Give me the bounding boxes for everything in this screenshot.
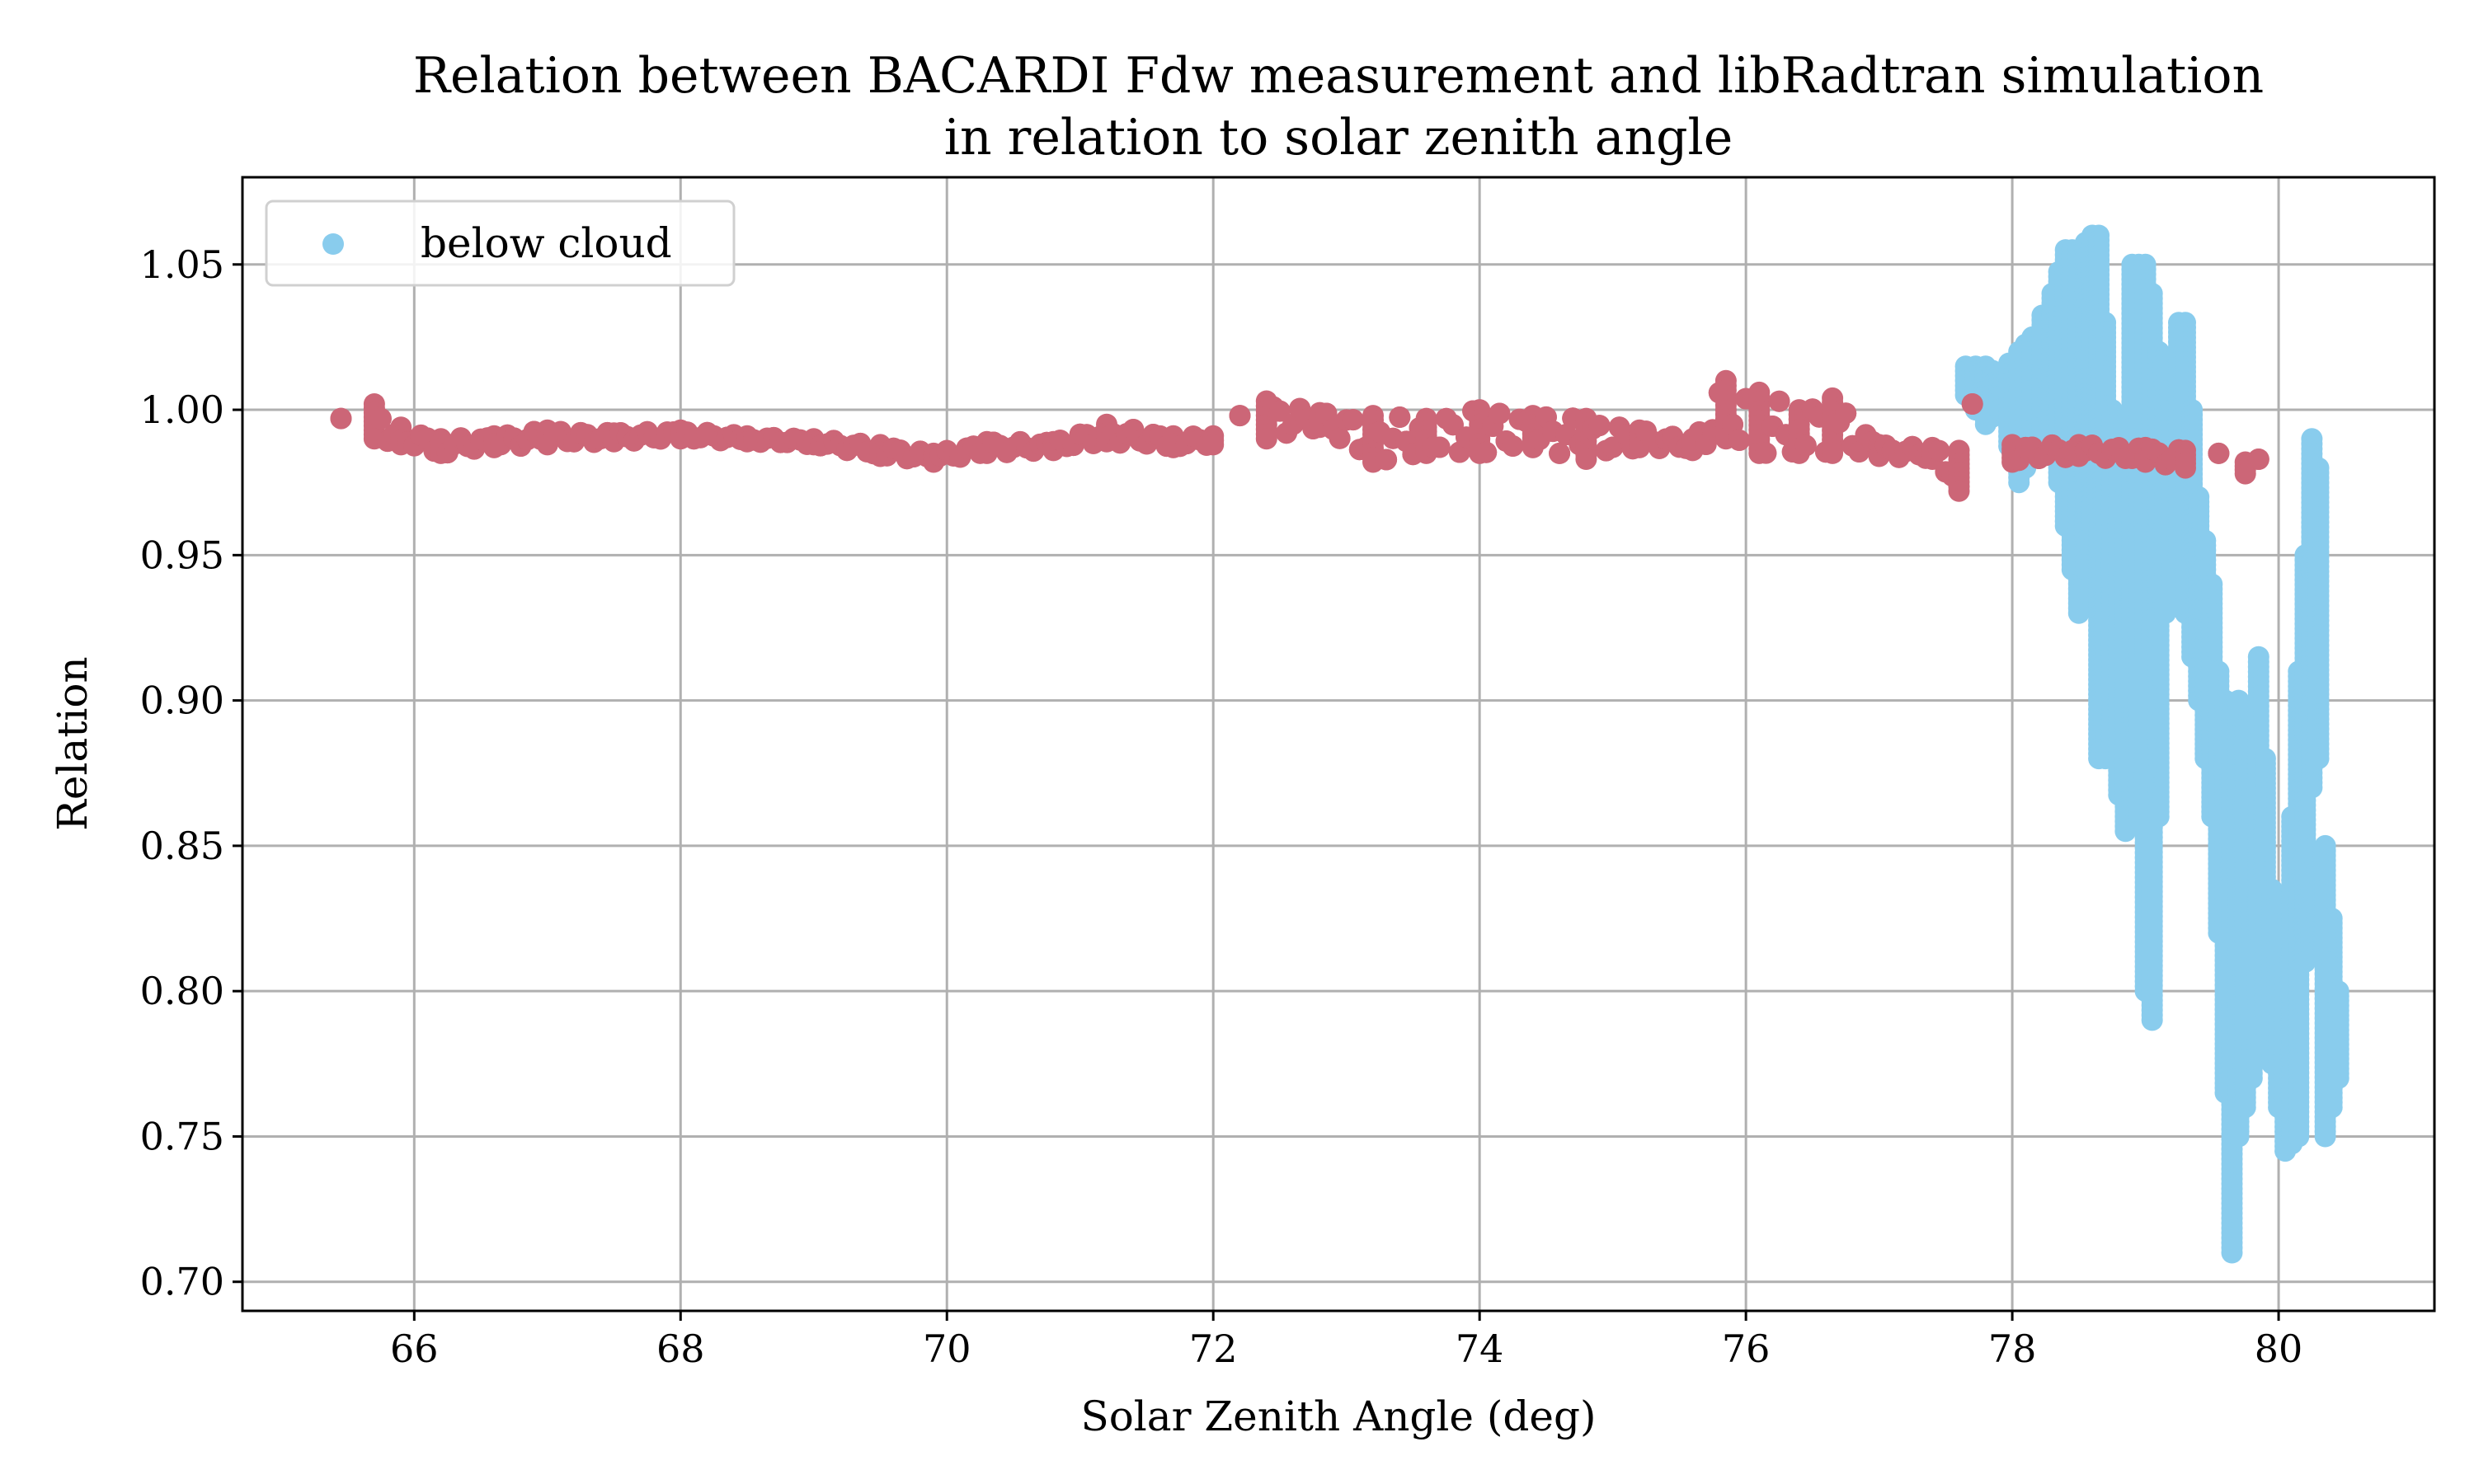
data-point	[1794, 434, 1817, 457]
data-point	[1376, 448, 1398, 471]
x-tick-label: 68	[656, 1327, 705, 1371]
x-tick-label: 78	[1988, 1327, 2037, 1371]
y-tick-label: 0.90	[140, 679, 224, 723]
data-point	[2234, 463, 2256, 485]
chart-title-line-2: in relation to solar zenith angle	[944, 109, 1733, 167]
series-unlabeled-1	[330, 369, 2269, 502]
data-point	[1588, 415, 1611, 437]
data-point	[1229, 405, 1251, 427]
chart-title-line-1: Relation between BACARDI Fdw measurement…	[413, 47, 2264, 105]
data-point	[2114, 820, 2137, 843]
data-point	[330, 407, 352, 430]
y-tick-label: 0.75	[140, 1114, 224, 1158]
x-tick-label: 72	[1189, 1327, 1238, 1371]
data-point	[2175, 457, 2196, 479]
data-point	[2247, 448, 2269, 470]
y-tick-label: 0.70	[140, 1260, 224, 1304]
data-point	[1268, 400, 1291, 422]
data-point	[2234, 1097, 2256, 1119]
x-axis-label: Solar Zenith Angle (deg)	[1080, 1392, 1596, 1440]
data-point	[2307, 748, 2330, 770]
data-point	[1549, 442, 1571, 464]
y-tick-label: 1.00	[140, 387, 224, 432]
data-point	[2314, 1125, 2336, 1148]
data-point	[2301, 777, 2323, 799]
y-axis-label: Relation	[49, 656, 96, 830]
x-tick-label: 66	[390, 1327, 439, 1371]
data-point	[2288, 1125, 2310, 1148]
data-point	[1961, 393, 1983, 415]
series-below-cloud	[1954, 224, 2349, 1264]
data-point	[1389, 406, 1411, 428]
data-point	[2067, 602, 2090, 624]
data-point	[1255, 428, 1277, 450]
data-point	[1202, 434, 1225, 456]
legend: below cloud	[265, 200, 736, 287]
y-tick-label: 0.85	[140, 824, 224, 868]
x-tick-label: 76	[1722, 1327, 1771, 1371]
ticks: 66 68 70 72 74 76 78 80 0.70 0.75 0.80 0.85 0.90 0.95…	[140, 242, 2303, 1371]
data-point	[1342, 409, 1364, 431]
data-point	[2141, 1009, 2163, 1031]
data-point	[1822, 442, 1844, 464]
data-points	[330, 224, 2349, 1264]
plot-frame	[241, 176, 2436, 1313]
data-point	[2327, 1067, 2349, 1089]
y-tick-label: 0.95	[140, 533, 224, 577]
data-point	[1768, 390, 1790, 412]
legend-marker-below-cloud	[322, 233, 344, 255]
data-point	[1928, 439, 1950, 462]
data-point	[2227, 1125, 2250, 1148]
data-point	[369, 407, 392, 430]
data-point	[2147, 805, 2170, 828]
data-point	[1489, 402, 1511, 425]
data-point	[1329, 427, 1351, 449]
data-point	[1575, 448, 1597, 470]
x-tick-label: 80	[2255, 1327, 2303, 1371]
data-point	[1475, 441, 1498, 463]
data-point	[1729, 430, 1751, 451]
data-point	[1948, 480, 1970, 502]
x-tick-label: 70	[923, 1327, 971, 1371]
data-point	[2208, 442, 2230, 464]
data-point	[1835, 402, 1857, 425]
data-point	[2294, 951, 2316, 973]
data-point	[2321, 1097, 2343, 1119]
y-tick-label: 0.80	[140, 969, 224, 1013]
legend-label-below-cloud: below cloud	[421, 219, 672, 267]
data-point	[2154, 602, 2176, 624]
y-tick-label: 1.05	[140, 242, 224, 287]
legend-box	[265, 200, 736, 287]
data-point	[2241, 1067, 2263, 1089]
data-point	[2221, 1242, 2243, 1264]
x-tick-label: 74	[1456, 1327, 1504, 1371]
data-point	[1755, 442, 1777, 464]
data-point	[1428, 436, 1451, 458]
data-point	[1502, 435, 1524, 457]
